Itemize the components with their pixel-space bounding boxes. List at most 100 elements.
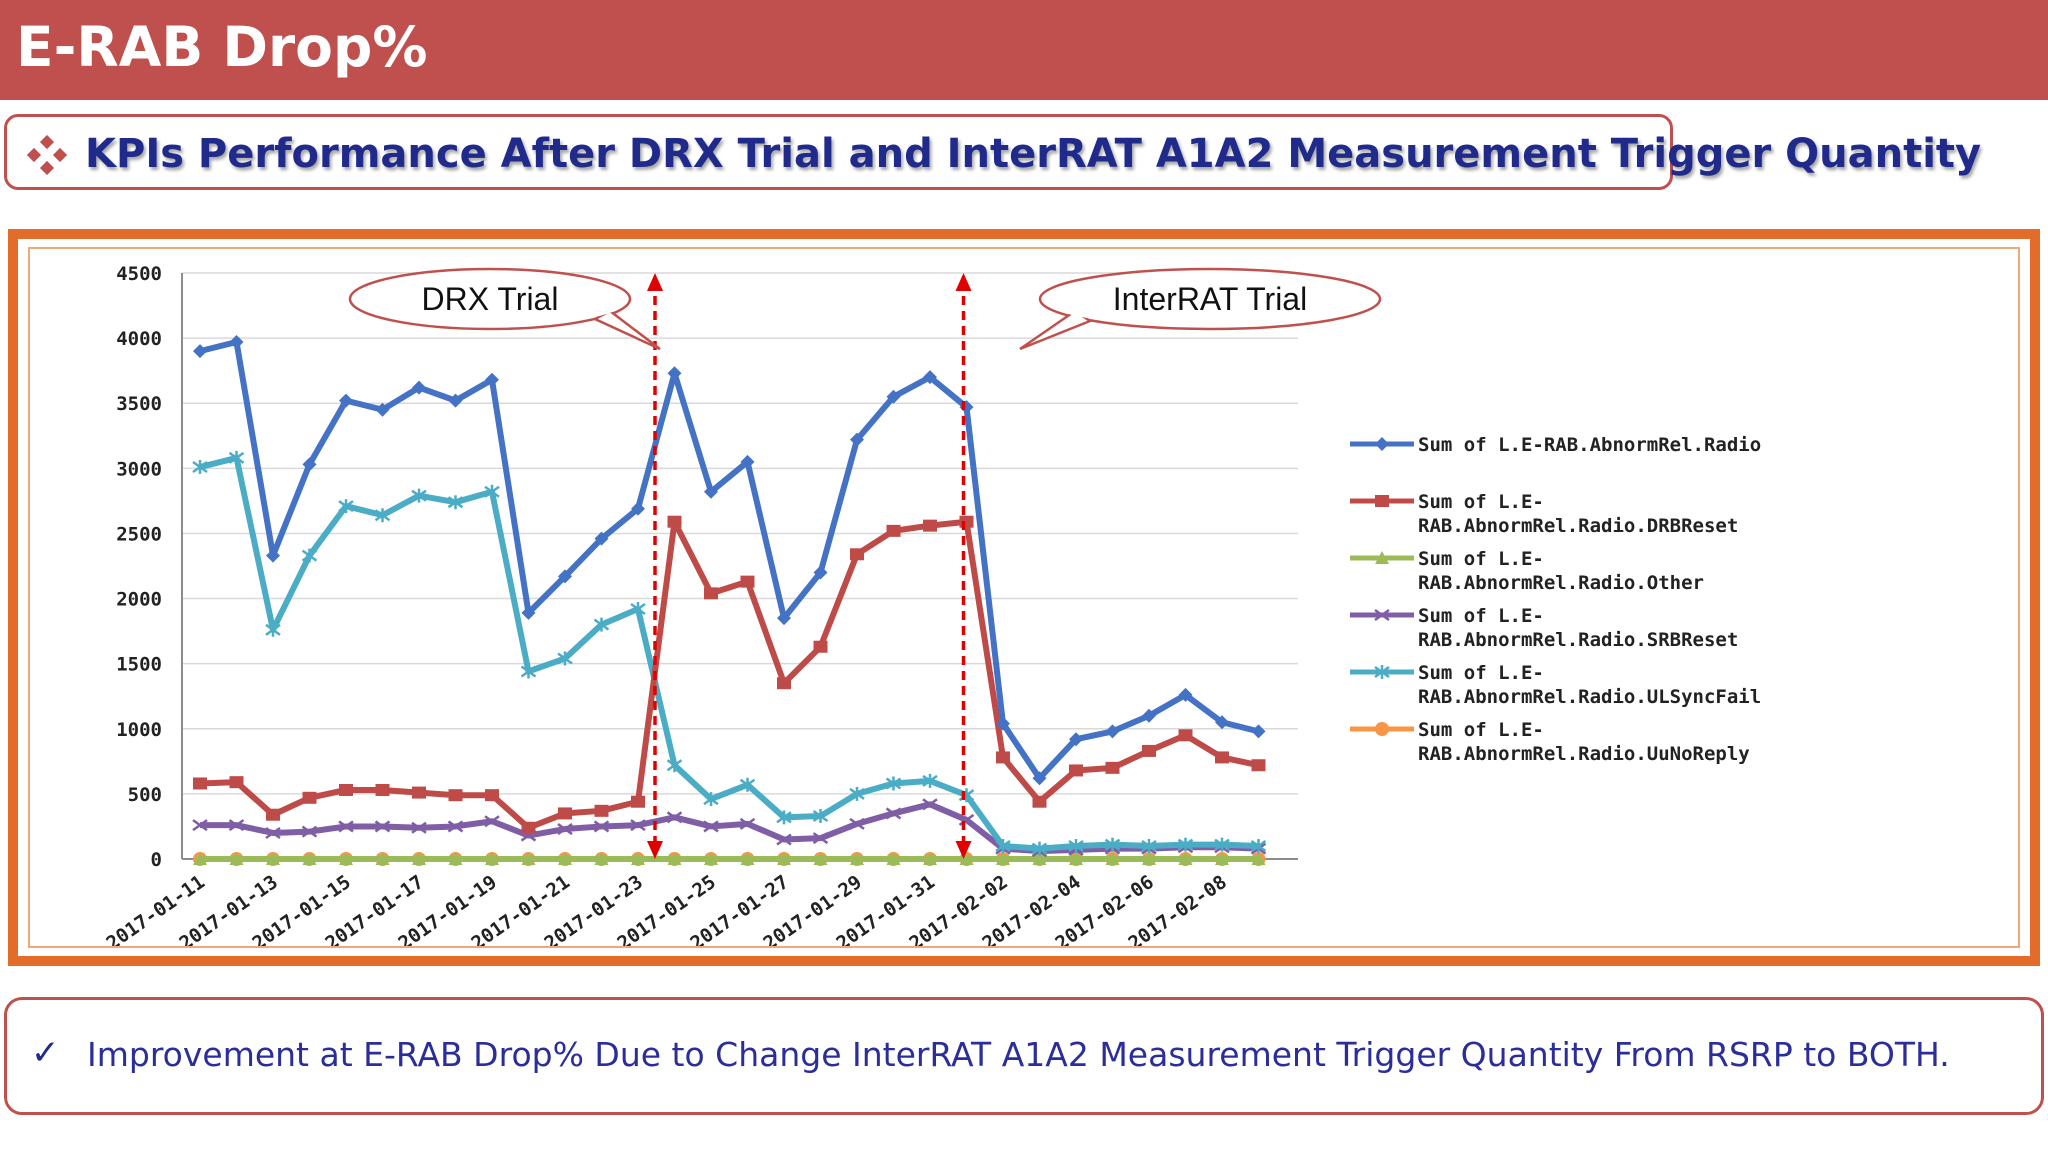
data-point-marker <box>704 484 718 499</box>
data-point-marker <box>886 389 901 404</box>
data-point-marker <box>996 852 1010 865</box>
data-point-marker <box>593 820 610 833</box>
data-point-marker <box>922 798 938 811</box>
data-point-marker <box>557 823 573 836</box>
data-point-marker <box>923 519 937 532</box>
data-point-marker <box>374 508 391 523</box>
legend-label: RAB.AbnormRel.Radio.SRBReset <box>1418 629 1738 651</box>
data-point-marker <box>302 852 317 865</box>
y-tick-label: 3000 <box>116 458 162 480</box>
data-point-marker <box>338 820 354 833</box>
checkmark-icon: ✓ <box>31 1033 60 1073</box>
data-point-marker <box>521 821 536 834</box>
data-point-marker <box>448 393 463 408</box>
data-point-marker <box>776 833 792 846</box>
y-tick-label: 3500 <box>116 393 162 415</box>
data-point-marker <box>812 809 829 824</box>
data-point-marker <box>703 820 719 833</box>
y-tick-label: 2000 <box>116 589 162 611</box>
data-point-marker <box>229 776 244 789</box>
data-point-marker <box>739 817 756 830</box>
data-point-marker <box>1031 841 1048 856</box>
data-point-marker <box>485 372 499 387</box>
data-point-marker <box>412 786 426 799</box>
data-point-marker <box>338 499 354 514</box>
data-point-marker <box>777 611 791 626</box>
callout-tail <box>1019 309 1093 351</box>
data-point-marker <box>666 811 683 824</box>
data-point-marker <box>740 454 755 469</box>
data-point-marker <box>1069 764 1083 777</box>
data-point-marker <box>996 716 1010 731</box>
legend-label: Sum of L.E-RAB.AbnormRel.Radio <box>1418 434 1761 456</box>
data-point-marker <box>666 758 683 773</box>
callout-label: DRX Trial <box>422 281 559 317</box>
legend-label: Sum of L.E- <box>1418 719 1544 741</box>
data-point-marker <box>447 820 464 833</box>
data-point-marker <box>1105 852 1120 865</box>
legend-label: RAB.AbnormRel.Radio.DRBReset <box>1418 515 1738 537</box>
data-point-marker <box>229 335 244 350</box>
data-point-marker <box>631 501 645 516</box>
arrow-head-up <box>647 273 663 291</box>
data-point-marker <box>996 751 1010 764</box>
y-tick-label: 1500 <box>116 654 162 676</box>
data-point-marker <box>849 817 865 830</box>
y-tick-label: 4500 <box>116 263 162 285</box>
data-point-marker <box>740 852 755 865</box>
data-point-marker <box>667 515 682 528</box>
subtitle-box: KPIs Performance After DRX Trial and Int… <box>4 114 1981 190</box>
data-point-marker <box>1142 852 1156 865</box>
data-point-marker <box>850 852 864 865</box>
data-point-marker <box>229 852 244 865</box>
data-point-marker <box>1104 837 1121 852</box>
data-point-marker <box>630 819 646 832</box>
data-point-marker <box>266 548 280 563</box>
data-point-marker <box>412 380 426 395</box>
callout-tail <box>592 309 661 351</box>
data-point-marker <box>558 807 572 820</box>
data-point-marker <box>1178 852 1193 865</box>
title-bar: E-RAB Drop% <box>0 0 2048 100</box>
data-point-marker <box>1032 852 1047 865</box>
data-point-marker <box>228 819 245 832</box>
data-point-marker <box>594 531 609 546</box>
y-tick-label: 4000 <box>116 328 162 350</box>
data-point-marker <box>777 677 791 690</box>
data-point-marker <box>777 852 791 865</box>
data-point-marker <box>1068 838 1084 853</box>
arrow-head-up <box>955 273 972 291</box>
data-point-marker <box>850 432 864 447</box>
legend-label: Sum of L.E- <box>1418 605 1544 627</box>
diamond-bullet-icon <box>27 135 67 175</box>
data-point-marker <box>557 651 573 666</box>
data-point-marker <box>1375 551 1389 564</box>
series-line <box>199 339 1260 782</box>
data-point-marker <box>704 587 718 600</box>
data-point-marker <box>485 789 499 802</box>
data-point-marker <box>411 821 427 834</box>
data-point-marker <box>631 852 645 865</box>
line-chart: 0500100015002000250030003500400045002017… <box>103 263 1762 946</box>
data-point-marker <box>667 852 682 865</box>
data-point-marker <box>193 344 207 359</box>
data-point-marker <box>959 515 974 528</box>
note-text: Improvement at E-RAB Drop% Due to Change… <box>87 1035 1950 1074</box>
data-point-marker <box>193 777 207 790</box>
data-point-marker <box>265 622 281 637</box>
data-point-marker <box>812 832 829 845</box>
data-point-marker <box>922 773 938 788</box>
data-point-marker <box>339 852 353 865</box>
data-point-marker <box>302 791 317 804</box>
data-point-marker <box>1215 715 1229 730</box>
legend-label: RAB.AbnormRel.Radio.Other <box>1418 572 1704 594</box>
page-title: E-RAB Drop% <box>16 15 428 79</box>
data-point-marker <box>484 815 500 828</box>
chart-area: 0 500 1000 1500 2000 2500 3000 3500 4000 4500 2017… <box>28 247 2020 948</box>
data-point-marker <box>228 450 245 465</box>
data-point-marker <box>192 460 208 475</box>
legend-label: Sum of L.E- <box>1418 548 1544 570</box>
data-point-marker <box>1178 729 1193 742</box>
data-point-marker <box>703 792 719 807</box>
arrow-head-down <box>647 841 663 859</box>
